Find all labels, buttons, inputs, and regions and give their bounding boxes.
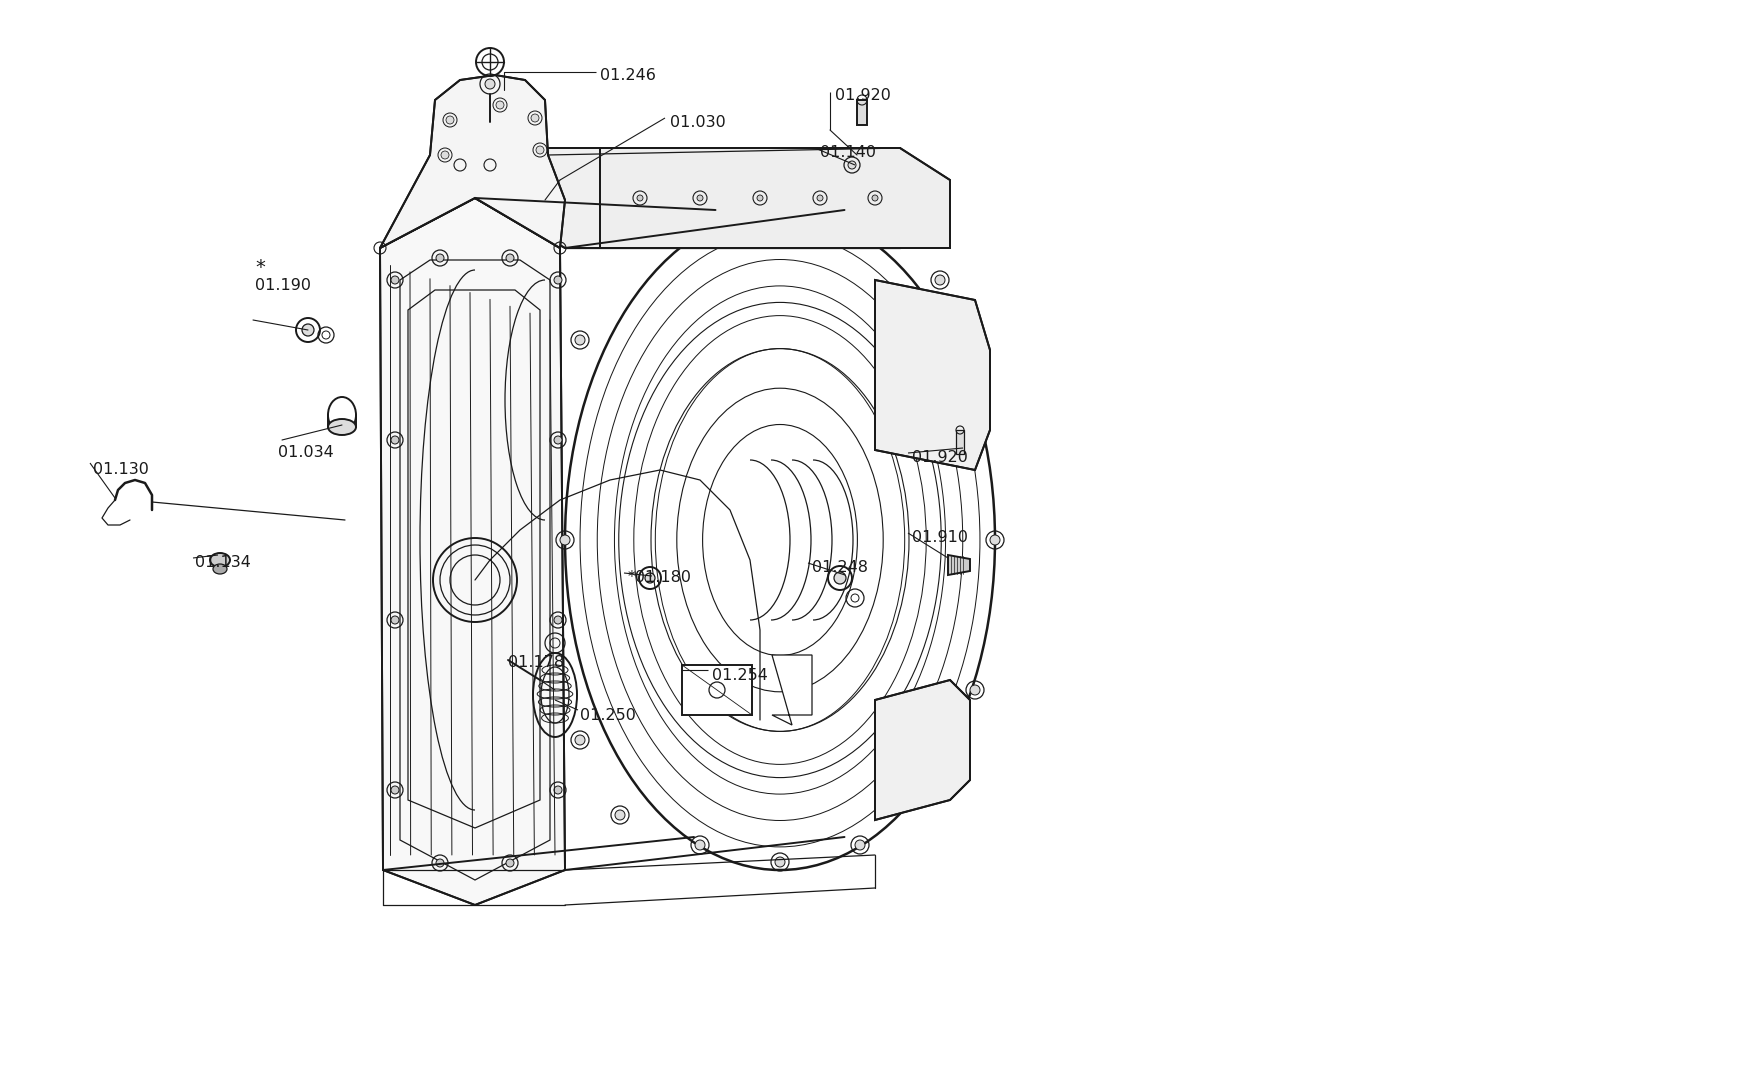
Circle shape — [445, 116, 454, 124]
Circle shape — [436, 859, 443, 867]
Text: 01.140: 01.140 — [819, 146, 875, 160]
Circle shape — [614, 230, 624, 240]
Circle shape — [934, 275, 944, 285]
Circle shape — [934, 785, 944, 795]
Circle shape — [614, 810, 624, 820]
Circle shape — [391, 786, 398, 794]
Circle shape — [697, 195, 703, 201]
Circle shape — [847, 160, 856, 169]
Polygon shape — [379, 75, 565, 248]
Polygon shape — [379, 198, 565, 905]
Circle shape — [485, 79, 494, 89]
Circle shape — [833, 572, 845, 584]
Circle shape — [774, 857, 784, 867]
Circle shape — [694, 840, 704, 850]
Circle shape — [391, 616, 398, 624]
Text: 01.134: 01.134 — [195, 555, 250, 570]
Circle shape — [871, 195, 878, 201]
Circle shape — [694, 210, 704, 220]
Polygon shape — [857, 100, 866, 125]
Circle shape — [574, 735, 584, 745]
Polygon shape — [875, 280, 989, 470]
Circle shape — [969, 685, 979, 696]
Ellipse shape — [210, 553, 230, 567]
Circle shape — [496, 101, 504, 109]
Circle shape — [553, 276, 562, 284]
Circle shape — [440, 151, 449, 159]
Circle shape — [436, 254, 443, 262]
Circle shape — [553, 435, 562, 444]
Text: *: * — [256, 258, 264, 277]
Polygon shape — [475, 148, 899, 248]
Text: 01.130: 01.130 — [92, 462, 150, 477]
Text: 01.034: 01.034 — [278, 445, 334, 460]
Circle shape — [854, 230, 864, 240]
Text: 01.920: 01.920 — [835, 88, 890, 103]
Circle shape — [854, 840, 864, 850]
Text: 01.190: 01.190 — [256, 278, 311, 293]
Circle shape — [391, 435, 398, 444]
Circle shape — [506, 254, 513, 262]
Polygon shape — [948, 555, 969, 575]
Polygon shape — [682, 664, 751, 715]
Polygon shape — [955, 430, 963, 454]
Circle shape — [974, 374, 984, 385]
Polygon shape — [772, 655, 812, 725]
Circle shape — [756, 195, 763, 201]
Circle shape — [774, 210, 784, 220]
Ellipse shape — [329, 419, 356, 435]
Circle shape — [574, 335, 584, 345]
Circle shape — [553, 616, 562, 624]
Circle shape — [553, 786, 562, 794]
Circle shape — [536, 146, 544, 154]
Text: 01.250: 01.250 — [579, 708, 635, 723]
Circle shape — [391, 276, 398, 284]
Ellipse shape — [329, 397, 356, 433]
Circle shape — [560, 535, 570, 545]
Text: 01.254: 01.254 — [711, 668, 767, 683]
Text: 01.248: 01.248 — [812, 560, 868, 575]
Ellipse shape — [212, 564, 226, 574]
Polygon shape — [875, 681, 969, 820]
Text: 01.920: 01.920 — [911, 450, 967, 465]
Circle shape — [989, 535, 1000, 545]
Text: 01.030: 01.030 — [670, 114, 725, 129]
Text: 01.178: 01.178 — [508, 655, 563, 670]
Circle shape — [636, 195, 643, 201]
Circle shape — [530, 114, 539, 122]
Text: *01.180: *01.180 — [628, 570, 692, 585]
Circle shape — [645, 574, 654, 583]
Circle shape — [506, 859, 513, 867]
Circle shape — [817, 195, 823, 201]
Circle shape — [303, 324, 313, 336]
Text: 01.910: 01.910 — [911, 530, 967, 545]
Text: 01.246: 01.246 — [600, 68, 656, 83]
Polygon shape — [600, 148, 949, 248]
